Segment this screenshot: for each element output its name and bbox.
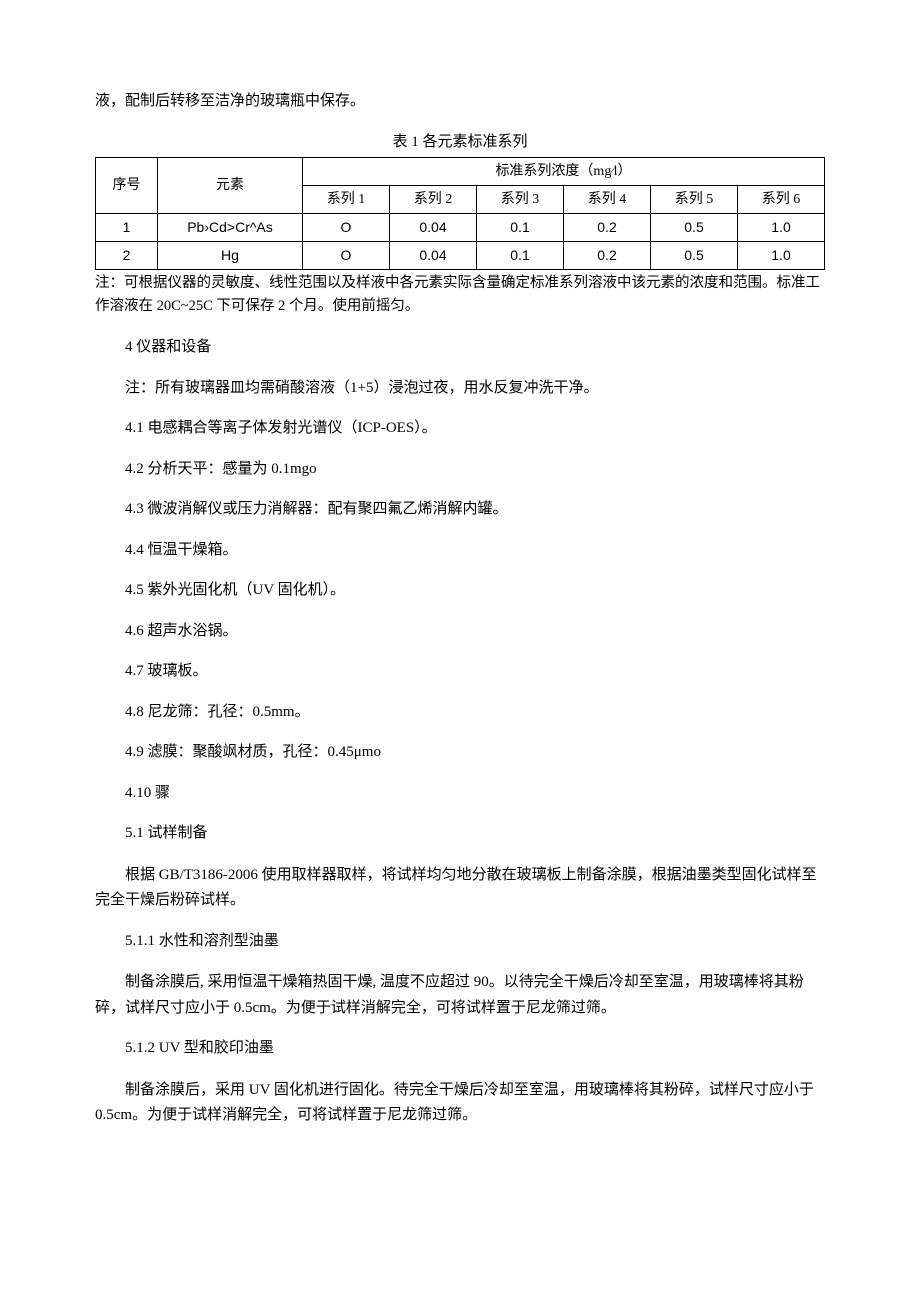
- cell-value: 0.1: [477, 242, 564, 270]
- section-5-1-body: 根据 GB/T3186-2006 使用取样器取样，将试样均匀地分散在玻璃板上制备…: [95, 863, 825, 914]
- section-5-1-2-title: 5.1.2 UV 型和胶印油墨: [95, 1037, 825, 1060]
- item-4-7: 4.7 玻璃板。: [95, 660, 825, 683]
- cell-value: O: [303, 242, 390, 270]
- intro-line: 液，配制后转移至洁净的玻璃瓶中保存。: [95, 90, 825, 113]
- series-label: 系列 1: [303, 186, 390, 214]
- item-4-9: 4.9 滤膜：聚酸飒材质，孔径：0.45μmo: [95, 741, 825, 764]
- cell-value: 0.04: [390, 242, 477, 270]
- cell-value: 0.04: [390, 214, 477, 242]
- series-label: 系列 6: [738, 186, 825, 214]
- cell-value: 1.0: [738, 242, 825, 270]
- cell-value: 0.5: [651, 214, 738, 242]
- item-4-8: 4.8 尼龙筛：孔径：0.5mm。: [95, 701, 825, 724]
- section-4-note: 注：所有玻璃器皿均需硝酸溶液（1+5）浸泡过夜，用水反复冲洗干净。: [95, 377, 825, 400]
- cell-element: Hg: [158, 242, 303, 270]
- section-5-1-title: 5.1 试样制备: [95, 822, 825, 845]
- item-4-10: 4.10 骤: [95, 782, 825, 805]
- item-4-4: 4.4 恒温干燥箱。: [95, 539, 825, 562]
- table-header-row-1: 序号 元素 标准系列浓度（mg⁄l）: [96, 158, 825, 186]
- section-5-1-1-title: 5.1.1 水性和溶剂型油墨: [95, 930, 825, 953]
- table-caption: 表 1 各元素标准系列: [95, 131, 825, 154]
- series-label: 系列 2: [390, 186, 477, 214]
- table-row: 1 Pb›Cd>Cr^As O 0.04 0.1 0.2 0.5 1.0: [96, 214, 825, 242]
- series-label: 系列 4: [564, 186, 651, 214]
- section-4-title: 4 仪器和设备: [95, 336, 825, 359]
- cell-value: 0.5: [651, 242, 738, 270]
- item-4-2: 4.2 分析天平：感量为 0.1mgo: [95, 458, 825, 481]
- cell-value: 0.2: [564, 214, 651, 242]
- section-5-1-1-body: 制备涂膜后, 采用恒温干燥箱热固干燥, 温度不应超过 90。以待完全干燥后冷却至…: [95, 970, 825, 1021]
- series-label: 系列 3: [477, 186, 564, 214]
- item-4-6: 4.6 超声水浴锅。: [95, 620, 825, 643]
- table-note: 注：可根据仪器的灵敏度、线性范围以及样液中各元素实际含量确定标准系列溶液中该元素…: [95, 272, 825, 318]
- col-seq: 序号: [96, 158, 158, 214]
- series-label: 系列 5: [651, 186, 738, 214]
- item-4-3: 4.3 微波消解仪或压力消解器：配有聚四氟乙烯消解内罐。: [95, 498, 825, 521]
- cell-seq: 2: [96, 242, 158, 270]
- cell-value: 0.2: [564, 242, 651, 270]
- col-group: 标准系列浓度（mg⁄l）: [303, 158, 825, 186]
- col-element: 元素: [158, 158, 303, 214]
- cell-value: 1.0: [738, 214, 825, 242]
- item-4-5: 4.5 紫外光固化机（UV 固化机）。: [95, 579, 825, 602]
- cell-value: O: [303, 214, 390, 242]
- section-5-1-2-body: 制备涂膜后，采用 UV 固化机进行固化。待完全干燥后冷却至室温，用玻璃棒将其粉碎…: [95, 1078, 825, 1129]
- cell-element: Pb›Cd>Cr^As: [158, 214, 303, 242]
- item-4-1: 4.1 电感耦合等离子体发射光谱仪（ICP-OES）。: [95, 417, 825, 440]
- cell-value: 0.1: [477, 214, 564, 242]
- standards-table: 序号 元素 标准系列浓度（mg⁄l） 系列 1 系列 2 系列 3 系列 4 系…: [95, 157, 825, 270]
- cell-seq: 1: [96, 214, 158, 242]
- table-row: 2 Hg O 0.04 0.1 0.2 0.5 1.0: [96, 242, 825, 270]
